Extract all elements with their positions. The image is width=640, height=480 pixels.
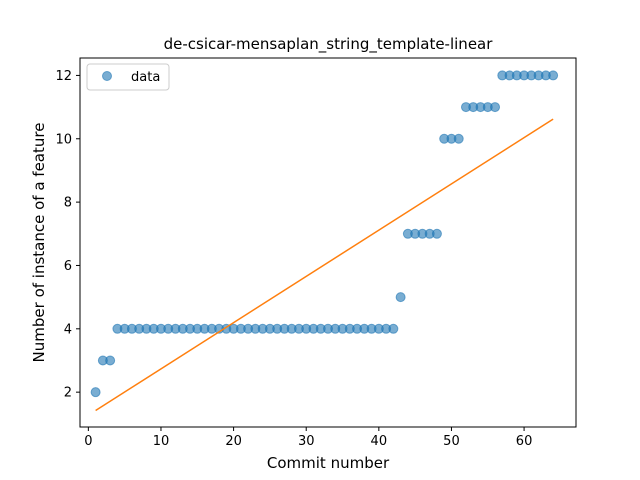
legend: data [86,63,170,91]
data-point [388,323,399,334]
x-tick-label: 30 [298,434,315,449]
chart-title: de-csicar-mensaplan_string_template-line… [164,35,494,54]
x-axis-title: Commit number [267,454,390,472]
y-tick-label: 4 [64,322,72,337]
y-axis: 2 4 6 8 10 12 [55,69,80,401]
data-point [395,292,406,303]
data-point [453,133,464,144]
x-tick-label: 0 [84,434,92,449]
y-tick-label: 2 [64,386,72,401]
data-point [490,102,501,113]
x-axis: 0 10 20 30 40 50 60 [84,427,532,449]
x-tick-label: 40 [371,434,388,449]
plot-area [90,70,559,412]
legend-label-data: data [131,70,160,85]
data-point [431,228,442,239]
y-tick-label: 12 [55,69,72,84]
y-tick-label: 6 [64,259,72,274]
y-tick-label: 8 [64,196,72,211]
axes-frame [79,57,577,428]
y-tick-label: 10 [55,132,72,147]
x-tick-label: 10 [153,434,170,449]
x-tick-label: 50 [443,434,460,449]
x-tick-label: 60 [516,434,533,449]
data-point [548,70,559,81]
legend-marker [102,71,112,81]
fit-line [95,118,554,412]
data-point [90,387,101,398]
y-axis-title: Number of instance of a feature [30,123,48,363]
x-tick-label: 20 [225,434,242,449]
legend-box [86,63,170,91]
data-point [105,355,116,366]
